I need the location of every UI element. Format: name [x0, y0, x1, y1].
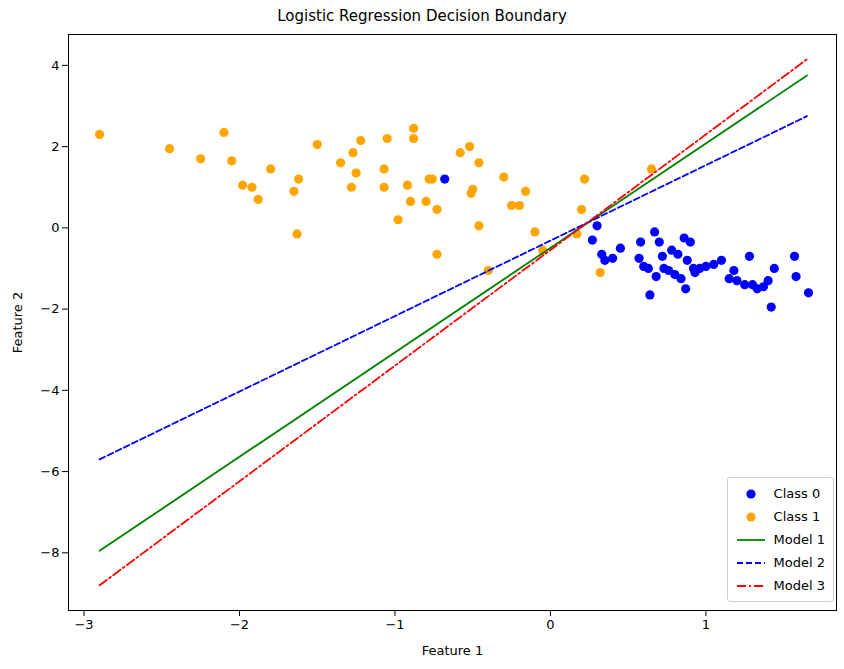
svg-text:Feature 2: Feature 2 [10, 292, 25, 354]
html-text:Model 2: Model 2 [773, 555, 825, 570]
svg-text:2: 2 [51, 139, 59, 154]
svg-text:0: 0 [546, 617, 554, 632]
svg-text:−2: −2 [40, 301, 59, 316]
svg-text:4: 4 [51, 58, 59, 73]
html-text:Model 3: Model 3 [773, 578, 825, 593]
svg-text:−6: −6 [40, 464, 59, 479]
svg-text:Feature 1: Feature 1 [422, 643, 484, 658]
html-text:Class 1: Class 1 [773, 509, 821, 524]
svg-text:−2: −2 [230, 617, 249, 632]
html-text:Model 1: Model 1 [773, 532, 825, 547]
svg-text:1: 1 [702, 617, 710, 632]
svg-text:−1: −1 [385, 617, 404, 632]
svg-text:0: 0 [51, 220, 59, 235]
svg-text:−4: −4 [40, 382, 59, 397]
svg-text:−8: −8 [40, 545, 59, 560]
svg-text:−3: −3 [74, 617, 93, 632]
html-text:Logistic Regression Decision B: Logistic Regression Decision Boundary [277, 7, 567, 25]
html-text:Class 0: Class 0 [773, 486, 821, 501]
